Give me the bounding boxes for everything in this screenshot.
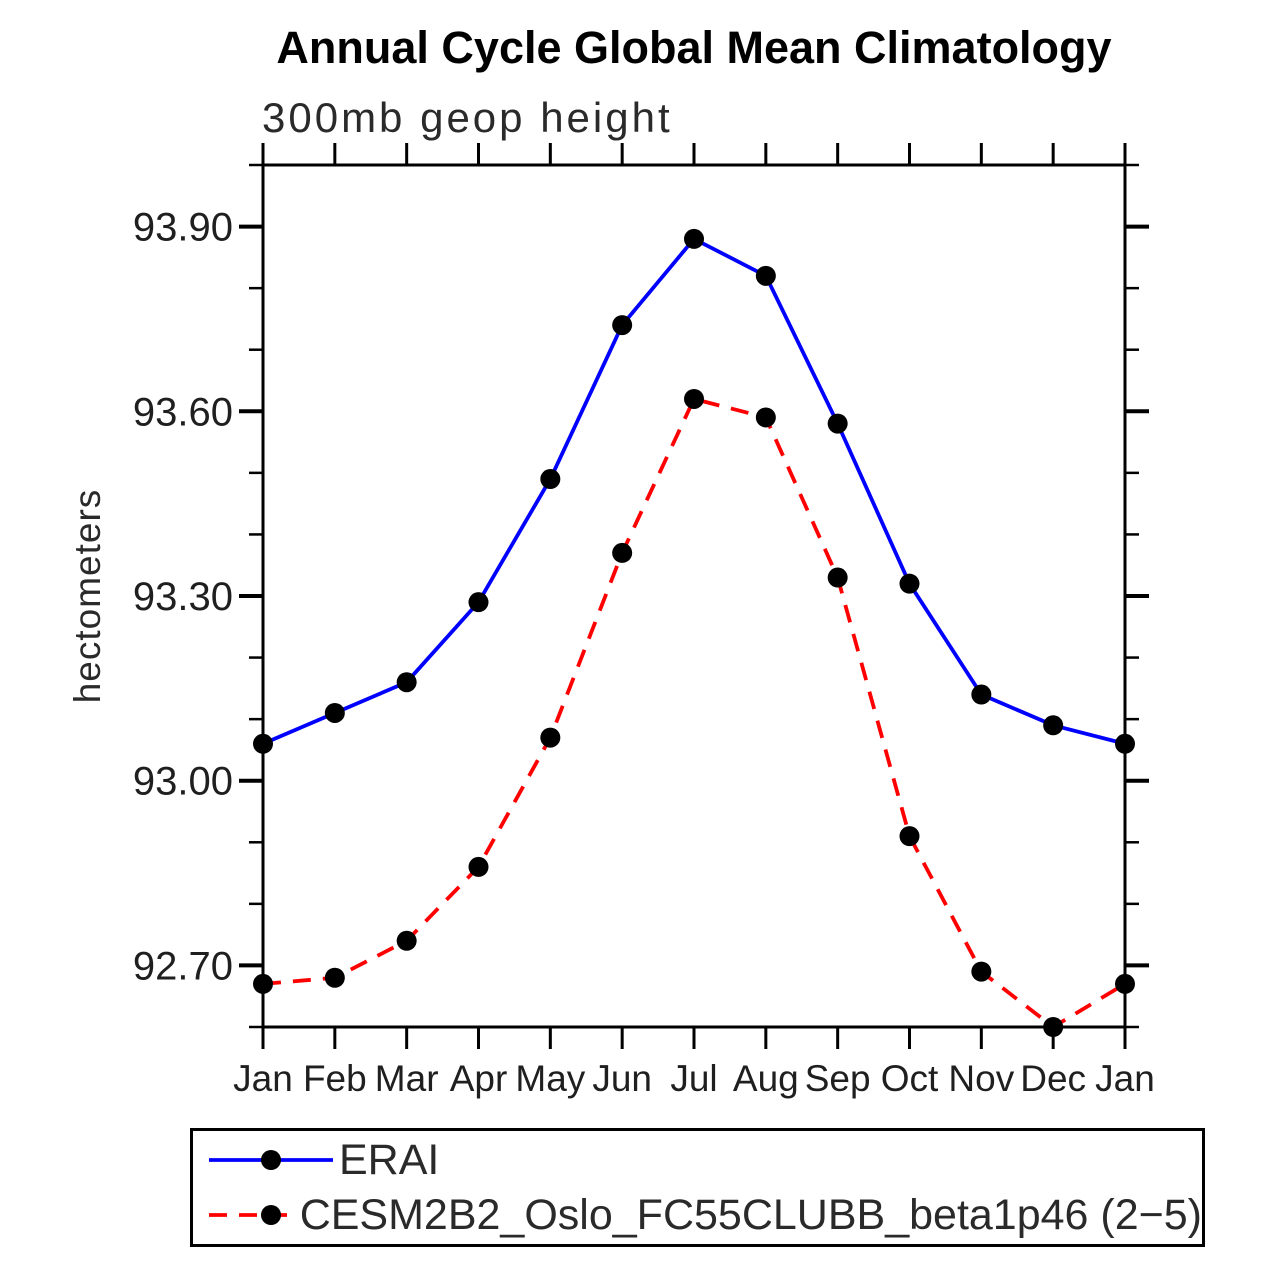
data-point-marker — [540, 727, 561, 748]
data-point-marker — [1115, 733, 1135, 754]
x-tick-label: Feb — [303, 1058, 367, 1099]
x-tick-label: Sep — [805, 1058, 871, 1099]
legend-line-sample-cesm2b2 — [209, 1205, 298, 1225]
x-tick-label: Apr — [450, 1058, 508, 1099]
y-tick-label: 92.70 — [133, 944, 233, 988]
series-cesm2b2 — [253, 388, 1135, 1037]
legend-item-cesm2b2: CESM2B2_Oslo_FC55CLUBB_beta1p46 (2−5) — [205, 1189, 1202, 1241]
data-point-marker — [684, 388, 704, 409]
data-point-marker — [468, 592, 489, 613]
legend-label-erai: ERAI — [339, 1135, 440, 1184]
data-point-marker — [827, 413, 848, 434]
chart-title: Annual Cycle Global Mean Climatology — [276, 22, 1112, 73]
data-point-marker — [1115, 973, 1135, 994]
data-point-marker — [324, 967, 345, 988]
x-tick-label: Oct — [881, 1058, 939, 1099]
data-point-marker — [755, 265, 776, 286]
legend-line-sample-erai — [209, 1150, 333, 1170]
x-tick-label: May — [515, 1058, 585, 1099]
data-point-marker — [468, 856, 489, 877]
y-tick-label: 93.30 — [133, 575, 233, 619]
data-point-marker — [540, 469, 561, 490]
y-tick-label: 93.90 — [133, 206, 233, 250]
data-point-marker — [899, 826, 920, 847]
chart-subtitle: 300mb geop height — [262, 94, 673, 141]
data-point-marker — [684, 228, 704, 249]
legend-item-erai: ERAI — [205, 1134, 1202, 1186]
y-tick-label: 93.00 — [133, 760, 233, 804]
x-tick-label: Jan — [1095, 1058, 1155, 1099]
data-point-marker — [253, 973, 273, 994]
legend: ERAI CESM2B2_Oslo_FC55CLUBB_beta1p46 (2−… — [190, 1128, 1205, 1247]
x-tick-label: Nov — [948, 1058, 1014, 1099]
y-tick-label: 93.60 — [133, 390, 233, 434]
data-point-marker — [827, 567, 848, 588]
x-tick-label: Mar — [375, 1058, 439, 1099]
x-tick-label: Jun — [592, 1058, 652, 1099]
legend-label-cesm2b2: CESM2B2_Oslo_FC55CLUBB_beta1p46 (2−5) — [299, 1190, 1202, 1239]
data-point-marker — [396, 672, 417, 693]
x-tick-label: Dec — [1020, 1058, 1086, 1099]
data-point-marker — [612, 315, 633, 336]
data-point-marker — [324, 702, 345, 723]
x-tick-label: Jul — [670, 1058, 717, 1099]
data-point-marker — [253, 733, 273, 754]
data-point-marker — [396, 930, 417, 951]
data-point-marker — [1043, 715, 1064, 736]
x-tick-label: Jan — [233, 1058, 293, 1099]
data-point-marker — [1043, 1017, 1064, 1037]
series-erai — [253, 228, 1135, 754]
data-point-marker — [971, 961, 992, 982]
x-tick-label: Aug — [733, 1058, 799, 1099]
data-point-marker — [971, 684, 992, 705]
data-point-marker — [612, 542, 633, 563]
data-point-marker — [899, 573, 920, 594]
data-point-marker — [755, 407, 776, 428]
